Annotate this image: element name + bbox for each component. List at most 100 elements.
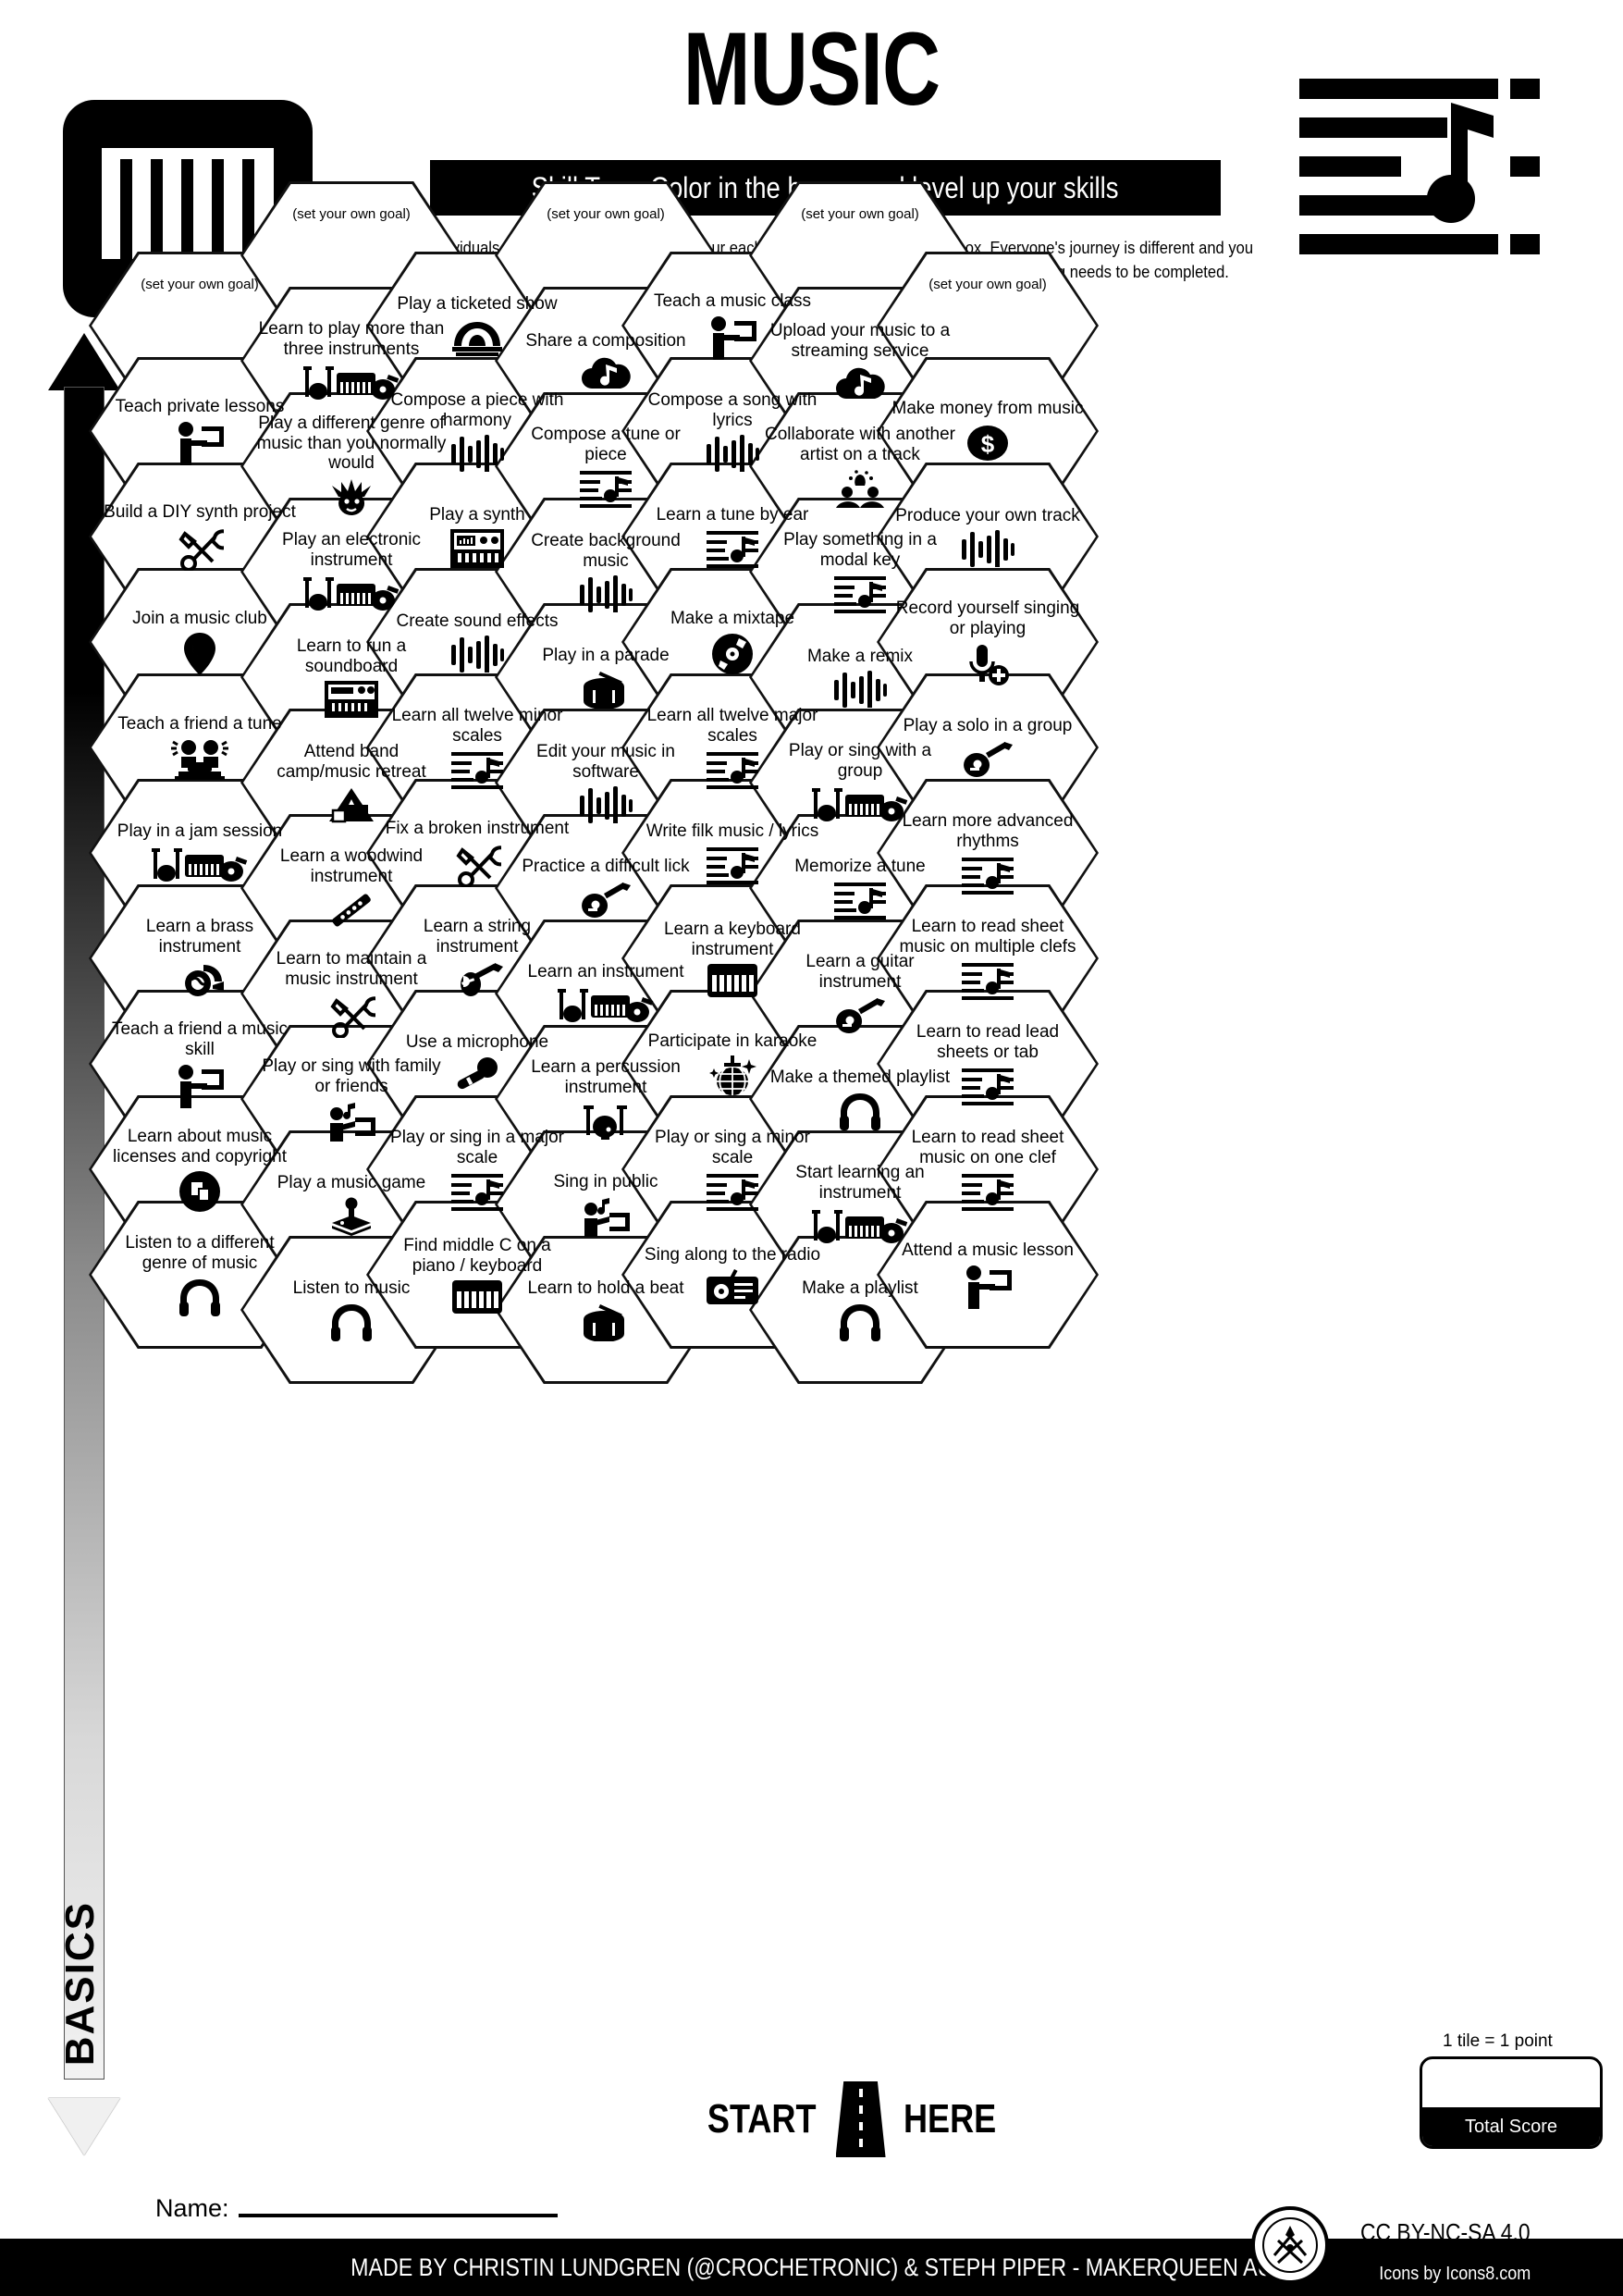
skill-label: Teach private lessons xyxy=(115,396,285,416)
stage-icon xyxy=(452,318,502,357)
skill-label: Learn all twelve major scales xyxy=(646,706,818,746)
piano-logo-icon xyxy=(63,100,313,317)
sheet-music-icon xyxy=(834,574,886,613)
skill-label: Find middle C on a piano / keyboard xyxy=(403,1236,551,1276)
start-word: START xyxy=(707,2096,817,2142)
hex-content: (set your own goal) xyxy=(255,206,448,264)
skill-label: (set your own goal) xyxy=(141,276,259,292)
hex-content: Play or sing with family or friends xyxy=(255,1056,448,1142)
headphones-icon xyxy=(330,1302,373,1342)
skill-label: Learn to read sheet music on one clef xyxy=(911,1128,1064,1167)
band-instruments-icon xyxy=(303,364,400,402)
hex-content: Make a remix xyxy=(764,647,956,709)
hex-content: Learn to play more than three instrument… xyxy=(255,319,448,402)
skill-label: Produce your own track xyxy=(895,505,1080,525)
drum-icon xyxy=(582,1302,630,1342)
skill-hex-c7-r10[interactable]: Attend a music lesson xyxy=(877,1201,1099,1349)
name-field-row[interactable]: Name: xyxy=(155,2194,558,2223)
waveform-icon xyxy=(832,671,888,709)
hex-content: (set your own goal) xyxy=(510,206,702,264)
violin-icon xyxy=(450,961,504,1000)
hex-content: Attend band camp/music retreat xyxy=(255,742,448,823)
waveform-icon xyxy=(578,785,633,823)
hex-content: Attend a music lesson xyxy=(891,1240,1084,1310)
hex-content: Learn to read sheet music on one clef xyxy=(891,1128,1084,1211)
skill-label: Play a ticketed show xyxy=(397,293,558,314)
hex-content: Sing along to the radio xyxy=(636,1245,829,1305)
sheet-music-icon xyxy=(451,1172,503,1211)
skill-label: Play or sing with a group xyxy=(788,741,932,781)
hex-content: Compose a song with lyrics xyxy=(636,390,829,472)
skill-label: Learn to read lead sheets or tab xyxy=(916,1022,1060,1062)
hex-content: Upload your music to a streaming service xyxy=(764,321,956,401)
band-instruments-icon xyxy=(812,785,908,824)
total-score-box[interactable]: Total Score xyxy=(1420,2056,1603,2149)
sheet-music-icon xyxy=(580,469,632,508)
hex-content: Write filk music / lyrics xyxy=(636,821,829,885)
icons8-credit: Icons by Icons8.com xyxy=(1378,2264,1531,2284)
skill-label: Play a solo in a group xyxy=(903,715,1073,735)
name-write-line[interactable] xyxy=(238,2214,558,2217)
skill-hex-c2-r3[interactable]: Play a different genre of music than you… xyxy=(240,392,462,540)
hex-content: Teach private lessons xyxy=(104,396,296,466)
skill-label: (set your own goal) xyxy=(547,205,665,222)
hex-content: Learn a keyboard instrument xyxy=(636,920,829,997)
singing-person-icon xyxy=(580,1196,632,1238)
hex-content: Learn to read sheet music on multiple cl… xyxy=(891,917,1084,1000)
hex-content: Play a music game xyxy=(255,1172,448,1237)
skill-hex-c6-r11[interactable]: Make a playlist xyxy=(749,1236,971,1384)
skill-label: Play an electronic instrument xyxy=(282,530,421,570)
skill-label: Teach a friend a music skill xyxy=(111,1019,289,1059)
skill-label: Make money from music xyxy=(891,398,1084,418)
microphone-icon xyxy=(454,1056,500,1095)
waveform-icon xyxy=(578,574,633,612)
skill-hex-c7-r6[interactable]: Learn more advanced rhythms xyxy=(877,779,1099,927)
tent-icon xyxy=(327,786,375,823)
maker-badge-icon xyxy=(1251,2206,1329,2284)
hex-content: Play or sing with a group xyxy=(764,741,956,824)
skill-label: Attend band camp/music retreat xyxy=(277,742,426,782)
skill-label: Learn more advanced rhythms xyxy=(902,811,1074,851)
skill-label: Share a composition xyxy=(525,330,686,351)
hex-content: Play in a parade xyxy=(510,646,702,710)
skill-label: Use a microphone xyxy=(405,1031,549,1052)
teacher-icon xyxy=(174,1064,226,1108)
skill-label: Play in a jam session xyxy=(117,821,283,841)
skill-label: Learn about music licenses and copyright xyxy=(113,1127,287,1167)
hex-content: Create sound effects xyxy=(381,611,573,673)
hex-content: Learn to run a soundboard xyxy=(255,636,448,718)
here-word: HERE xyxy=(903,2096,996,2142)
skill-label: Learn an instrument xyxy=(527,961,684,981)
skill-label: Play or sing in a major scale xyxy=(390,1128,564,1167)
hex-content: Play an electronic instrument xyxy=(255,530,448,613)
hex-content: Join a music club xyxy=(104,609,296,676)
skill-label: Attend a music lesson xyxy=(902,1240,1074,1260)
waveform-icon xyxy=(449,636,505,673)
collaborate-icon xyxy=(834,469,886,508)
waveform-icon xyxy=(705,434,760,472)
music-note-logo-icon xyxy=(1299,79,1540,259)
sheet-music-icon xyxy=(962,1067,1014,1105)
skill-label: Play a music game xyxy=(277,1172,426,1192)
skill-label: Teach a music class xyxy=(653,290,811,311)
arrow-head-down-icon xyxy=(48,2098,120,2155)
hex-content: Learn about music licenses and copyright xyxy=(104,1127,296,1212)
arrow-shaft xyxy=(64,387,105,2080)
name-label: Name: xyxy=(155,2194,229,2222)
sheet-music-icon xyxy=(962,961,1014,1000)
waveform-icon xyxy=(960,530,1015,568)
skill-label: Edit your music in software xyxy=(536,742,675,782)
skill-label: Make a themed playlist xyxy=(769,1067,951,1087)
footer-credit-bar: MADE BY CHRISTIN LUNDGREN (@CROCHETRONIC… xyxy=(0,2239,1623,2296)
skill-label: Learn a percussion instrument xyxy=(531,1057,681,1097)
disco-ball-icon xyxy=(707,1055,757,1096)
hex-content: Practice a difficult lick xyxy=(510,857,702,920)
hex-content: (set your own goal) xyxy=(764,206,956,264)
sheet-music-icon xyxy=(962,1172,1014,1211)
skill-label: Listen to music xyxy=(292,1278,411,1298)
guitar-icon xyxy=(962,740,1014,779)
skill-label: Write filk music / lyrics xyxy=(646,821,819,841)
road-icon xyxy=(835,2081,886,2157)
cloud-note-icon xyxy=(832,365,888,401)
hex-content: Play or sing a minor scale xyxy=(636,1128,829,1211)
